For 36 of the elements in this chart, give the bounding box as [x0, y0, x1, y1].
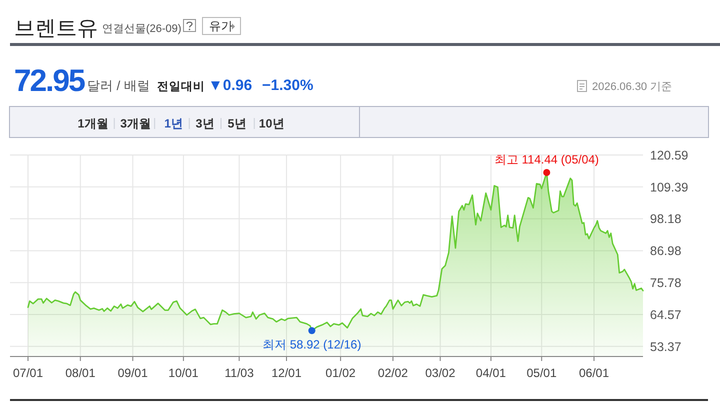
text: 2026.06.30 기준 — [592, 81, 672, 93]
y-tick-label: 120.59 — [650, 148, 688, 162]
y-tick-label: 64.57 — [650, 308, 682, 322]
y-tick-label: 109.39 — [650, 180, 688, 194]
y-tick-label: 75.78 — [650, 276, 682, 290]
y-tick-label: 86.98 — [650, 244, 682, 258]
x-tick-label: 09/01 — [118, 366, 148, 380]
y-tick-label: 53.37 — [650, 340, 682, 354]
x-tick-label: 03/02 — [425, 366, 456, 380]
text: 10년 — [258, 116, 284, 130]
annotation: 최저 58.92 (12/16) — [262, 338, 362, 352]
x-tick-label: 11/03 — [224, 366, 254, 380]
text: 3년 — [196, 116, 214, 130]
x-tick-label: 08/01 — [65, 366, 96, 380]
chart-subtitle: 연결선물(26-09) — [102, 23, 182, 35]
text: 달러 / 배럴 — [87, 78, 150, 93]
x-tick-label: 04/01 — [476, 366, 506, 380]
x-tick-label: 10/01 — [168, 366, 199, 380]
text: ▼0.96 — [208, 77, 252, 94]
x-tick-label: 07/01 — [12, 366, 44, 380]
text: 1개월 — [78, 116, 108, 130]
text: −1.30% — [262, 77, 314, 94]
text: 3개월 — [120, 116, 151, 130]
text: 유가 — [209, 19, 233, 33]
text: 5년 — [228, 116, 246, 130]
x-tick-label: 02/02 — [378, 366, 408, 380]
x-tick-label: 12/01 — [271, 366, 302, 380]
x-tick-label: 01/02 — [326, 366, 356, 380]
text: 1년 — [164, 116, 183, 130]
y-tick-label: 98.18 — [650, 212, 682, 226]
chart-title: 브렌트유 — [14, 17, 98, 40]
text: 전일대비 — [157, 80, 205, 93]
text: 72.95 — [14, 63, 86, 98]
x-tick-label: 05/01 — [526, 366, 557, 380]
annotation: 최고 114.44 (05/04) — [494, 152, 599, 167]
x-tick-label: 06/01 — [578, 366, 610, 380]
